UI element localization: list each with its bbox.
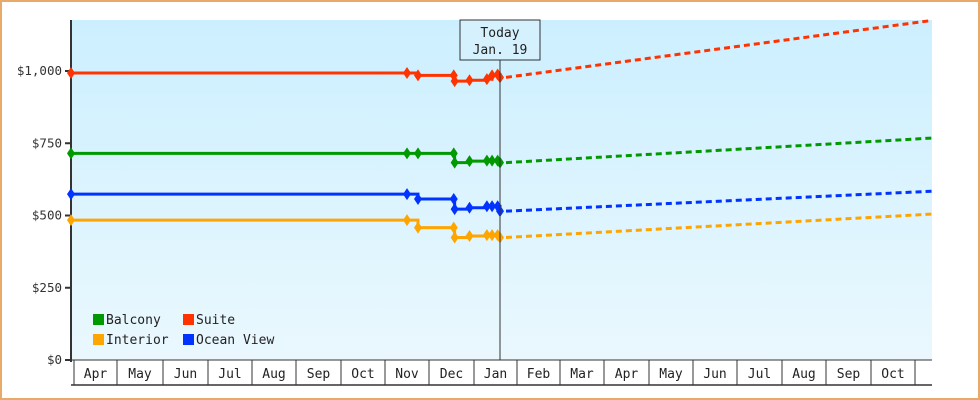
legend-swatch	[183, 334, 194, 345]
x-month-label: Aug	[262, 367, 285, 382]
x-axis: Apr May Jun Jul Aug Sep Oct Nov Dec Jan Feb Mar Apr M…	[71, 359, 932, 386]
series-balcony	[67, 136, 933, 169]
x-month-label: Oct	[881, 367, 904, 382]
legend-swatch	[183, 314, 194, 325]
x-month-label: May	[659, 367, 683, 382]
legend-label: Balcony	[106, 313, 161, 328]
today-date: Jan. 19	[473, 43, 528, 58]
legend-label: Suite	[196, 313, 235, 328]
x-month-label: Nov	[395, 367, 419, 382]
legend-item-balcony: Balcony	[93, 313, 161, 328]
x-month-label: Jun	[703, 367, 726, 382]
legend-item-suite: Suite	[183, 313, 235, 328]
series-ocean-view	[67, 188, 933, 218]
legend-label: Ocean View	[196, 333, 274, 348]
series-suite	[67, 18, 933, 88]
x-month-label: Mar	[570, 367, 594, 382]
x-month-label: Sep	[837, 367, 861, 382]
y-tick-label: $0	[47, 352, 62, 367]
y-tick-label: $750	[32, 135, 62, 150]
x-month-label: Jan	[484, 367, 507, 382]
x-month-label: Feb	[527, 367, 551, 382]
legend-item-interior: Interior	[93, 333, 169, 348]
x-month-label: Apr	[615, 367, 639, 382]
x-month-label: Sep	[307, 367, 331, 382]
x-month-label: Dec	[440, 367, 463, 382]
today-marker: Today Jan. 19	[459, 19, 541, 360]
x-month-label: Oct	[351, 367, 374, 382]
legend-item-ocean-view: Ocean View	[183, 333, 274, 348]
y-tick-label: $500	[32, 208, 62, 223]
x-month-label: Jun	[174, 367, 197, 382]
legend-swatch	[93, 314, 104, 325]
x-month-label: Apr	[84, 367, 108, 382]
y-tick-label: $1,000	[17, 63, 62, 78]
x-month-label: Jul	[748, 367, 771, 382]
plot-area	[72, 20, 932, 360]
legend-swatch	[93, 334, 104, 345]
x-month-label: Aug	[792, 367, 815, 382]
legend-label: Interior	[106, 333, 169, 348]
y-tick-label: $250	[32, 280, 62, 295]
x-month-label: May	[128, 367, 152, 382]
legend: Balcony Suite Interior Ocean View	[93, 313, 274, 348]
y-axis: $0 $250 $500 $750 $1,000	[17, 20, 72, 367]
x-month-label: Jul	[218, 367, 241, 382]
today-label: Today	[480, 26, 519, 41]
